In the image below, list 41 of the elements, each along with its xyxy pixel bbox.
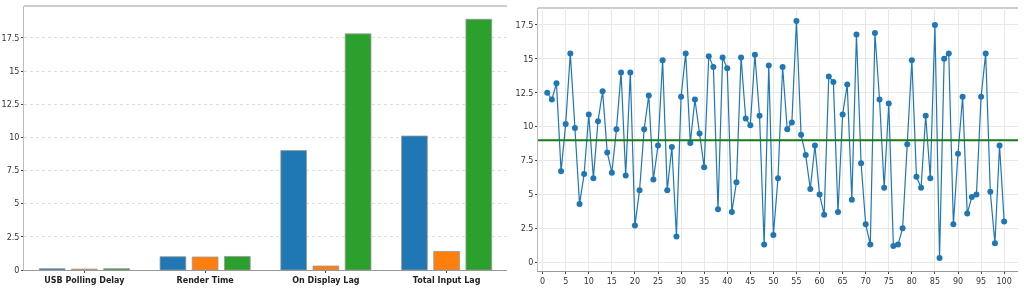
x-tick-label: 10 <box>583 276 594 286</box>
x-tick-label: 95 <box>975 276 987 286</box>
y-tick-label: 2.5 <box>520 224 534 234</box>
x-tick-label: Render Time <box>176 275 235 285</box>
x-tick-label: 5 <box>563 276 569 286</box>
x-tick-label: 20 <box>629 276 641 286</box>
y-tick-label: 12.5 <box>1 99 20 109</box>
y-tick-label: 5 <box>528 190 534 200</box>
x-tick-label: 50 <box>768 276 779 286</box>
x-tick-label: 75 <box>883 276 894 286</box>
y-tick-label: 7.5 <box>6 166 20 176</box>
x-tick-label: 15 <box>606 276 617 286</box>
y-tick-label: 15 <box>523 54 534 64</box>
x-tick-label: 70 <box>860 276 871 286</box>
x-tick-label: USB Polling Delay <box>44 275 126 285</box>
x-tick-label: 80 <box>906 276 917 286</box>
y-tick-label: 0 <box>14 265 20 275</box>
x-tick-label: 60 <box>814 276 825 286</box>
y-tick-label: 0 <box>528 257 534 267</box>
x-tick-label: On Display Lag <box>292 275 360 285</box>
y-tick-label: 7.5 <box>520 156 534 166</box>
x-tick-label: 55 <box>791 276 802 286</box>
x-tick-label: 100 <box>996 276 1012 286</box>
y-tick-label: 2.5 <box>6 232 20 242</box>
x-tick-label: 65 <box>837 276 848 286</box>
x-tick-label: 30 <box>675 276 687 286</box>
x-tick-label: 0 <box>540 276 546 286</box>
y-tick-label: 17.5 <box>515 20 534 30</box>
x-tick-label: 25 <box>652 276 664 286</box>
x-tick-label: 35 <box>699 276 710 286</box>
x-tick-label: Total Input Lag <box>412 275 481 285</box>
x-tick-label: 40 <box>722 276 733 286</box>
x-tick-label: 85 <box>929 276 941 286</box>
y-tick-label: 5 <box>14 199 20 209</box>
y-tick-label: 15 <box>9 66 20 76</box>
y-tick-label: 10 <box>523 122 534 132</box>
y-tick-label: 12.5 <box>515 88 534 98</box>
x-tick-label: 45 <box>745 276 756 286</box>
y-tick-label: 17.5 <box>1 33 20 43</box>
y-tick-label: 10 <box>9 133 20 143</box>
x-tick-label: 90 <box>952 276 964 286</box>
